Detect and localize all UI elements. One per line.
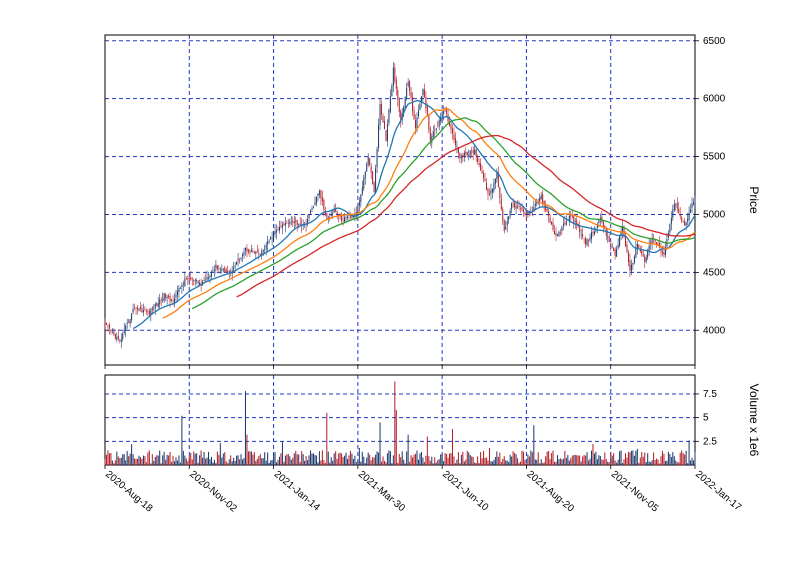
svg-text:2022-Jan-17: 2022-Jan-17	[693, 469, 743, 514]
price-axis-label: Price	[747, 186, 761, 214]
svg-text:2021-Nov-05: 2021-Nov-05	[609, 469, 661, 515]
svg-text:6000: 6000	[703, 94, 726, 105]
svg-text:2021-Jan-14: 2021-Jan-14	[272, 469, 322, 514]
svg-text:7.5: 7.5	[703, 389, 717, 400]
svg-text:5000: 5000	[703, 209, 726, 220]
svg-text:2021-Jun-10: 2021-Jun-10	[440, 469, 490, 514]
svg-text:2020-Nov-02: 2020-Nov-02	[187, 469, 239, 515]
svg-text:2021-Mar-30: 2021-Mar-30	[356, 469, 407, 515]
svg-text:2020-Aug-18: 2020-Aug-18	[103, 469, 155, 515]
svg-text:4500: 4500	[703, 267, 726, 278]
svg-text:2021-Aug-20: 2021-Aug-20	[525, 469, 577, 515]
svg-text:6500: 6500	[703, 36, 726, 47]
svg-text:4000: 4000	[703, 325, 726, 336]
chart-container: 4000 4500 5000 5500 6000 6500 2.5 5 7.5 2020-Aug-…	[0, 0, 800, 575]
svg-text:5: 5	[703, 413, 709, 424]
volume-axis-label: Volume x 1e6	[747, 384, 761, 457]
svg-text:5500: 5500	[703, 152, 726, 163]
chart-svg: 4000 4500 5000 5500 6000 6500 2.5 5 7.5 2020-Aug-…	[0, 0, 800, 575]
svg-text:2.5: 2.5	[703, 436, 717, 447]
